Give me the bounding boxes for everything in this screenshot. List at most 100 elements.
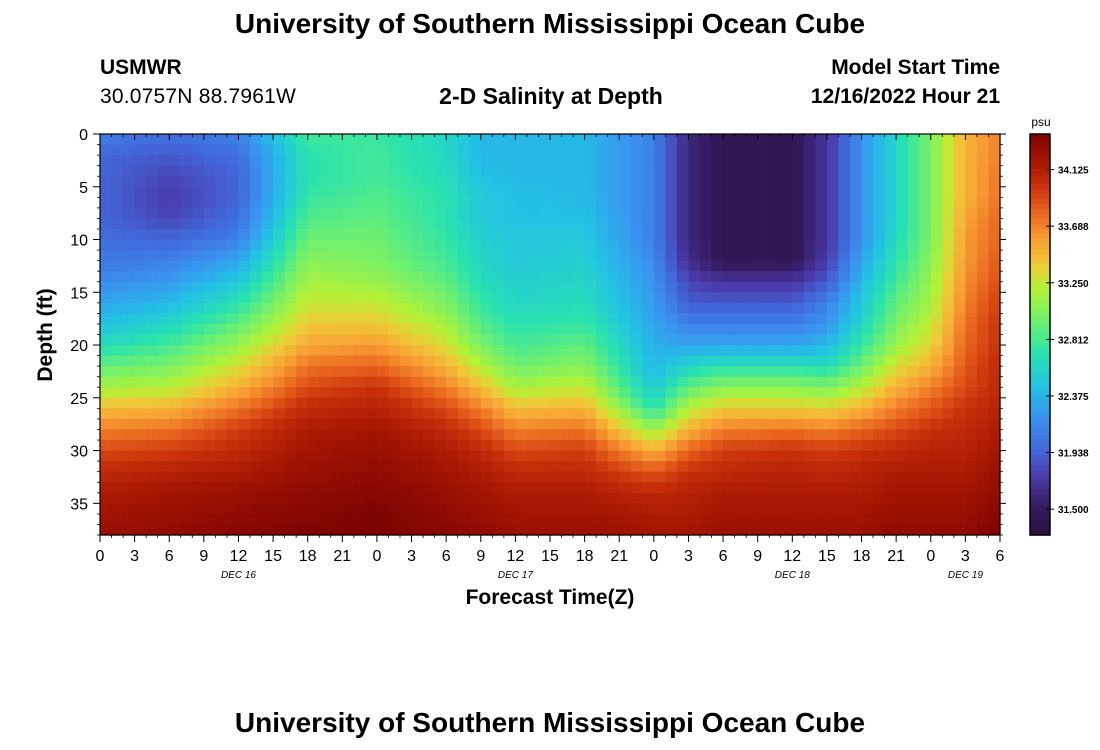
heatmap-cell	[238, 323, 251, 336]
heatmap-cell	[619, 228, 632, 241]
heatmap-cell	[307, 239, 320, 251]
heatmap-cell	[838, 176, 851, 188]
heatmap-cell	[330, 397, 343, 409]
heatmap-cell	[665, 134, 678, 146]
heatmap-cell	[146, 355, 159, 367]
heatmap-cell	[919, 513, 932, 526]
heatmap-cell	[180, 313, 193, 325]
heatmap-cell	[411, 260, 424, 272]
heatmap-cell	[584, 366, 597, 378]
heatmap-cell	[111, 260, 124, 272]
heatmap-cell	[873, 197, 886, 209]
heatmap-cell	[838, 260, 851, 272]
heatmap-cell	[330, 345, 343, 357]
heatmap-cell	[734, 408, 747, 420]
heatmap-cell	[734, 471, 747, 483]
heatmap-cell	[769, 524, 782, 536]
heatmap-cell	[400, 144, 413, 156]
heatmap-cell	[584, 250, 597, 262]
heatmap-cell	[688, 471, 701, 483]
heatmap-cell	[134, 334, 147, 346]
heatmap-cell	[850, 271, 863, 283]
heatmap-cell	[538, 408, 551, 420]
heatmap-cell	[619, 218, 632, 230]
heatmap-cell	[723, 281, 736, 293]
heatmap-cell	[480, 281, 493, 293]
heatmap-cell	[630, 524, 643, 536]
heatmap-cell	[826, 397, 840, 409]
heatmap-cell	[688, 366, 701, 378]
x-tick-label: 18	[299, 548, 317, 565]
heatmap-cell	[503, 492, 516, 504]
heatmap-cell	[146, 376, 159, 388]
heatmap-cell	[192, 429, 205, 441]
heatmap-cell	[561, 260, 574, 272]
heatmap-cell	[284, 482, 297, 494]
heatmap-cell	[111, 345, 124, 357]
heatmap-cell	[319, 176, 332, 188]
heatmap-cell	[838, 281, 851, 293]
heatmap-cell	[896, 239, 909, 251]
heatmap-cell	[342, 482, 355, 494]
heatmap-cell	[850, 323, 863, 336]
heatmap-cell	[446, 186, 459, 198]
heatmap-cell	[596, 134, 609, 146]
heatmap-cell	[123, 155, 136, 167]
heatmap-cell	[746, 334, 759, 346]
heatmap-cell	[100, 302, 113, 314]
heatmap-cell	[619, 260, 632, 272]
heatmap-cell	[503, 228, 516, 241]
heatmap-cell	[665, 313, 678, 325]
heatmap-cell	[896, 440, 909, 452]
heatmap-cell	[861, 450, 874, 462]
heatmap-cell	[226, 461, 240, 473]
heatmap-cell	[619, 313, 632, 325]
heatmap-cell	[169, 186, 182, 198]
heatmap-cell	[746, 471, 759, 483]
heatmap-cell	[411, 323, 424, 336]
heatmap-cell	[503, 165, 516, 177]
heatmap-cell	[226, 376, 240, 388]
heatmap-cell	[550, 134, 563, 146]
heatmap-cell	[250, 429, 263, 441]
heatmap-cell	[873, 387, 886, 399]
heatmap-cell	[896, 461, 909, 473]
heatmap-cell	[526, 292, 540, 304]
heatmap-cell	[953, 197, 966, 209]
heatmap-cell	[988, 144, 1001, 156]
heatmap-cell	[434, 155, 447, 167]
heatmap-cell	[388, 186, 401, 198]
heatmap-cell	[919, 503, 932, 515]
heatmap-cell	[169, 228, 182, 241]
heatmap-cell	[988, 418, 1001, 431]
heatmap-cell	[780, 250, 793, 262]
heatmap-cell	[642, 134, 655, 146]
heatmap-cell	[642, 197, 655, 209]
heatmap-cell	[492, 387, 505, 399]
heatmap-cell	[826, 513, 840, 526]
heatmap-cell	[619, 271, 632, 283]
heatmap-cell	[561, 250, 574, 262]
heatmap-cell	[411, 524, 424, 536]
heatmap-cell	[226, 228, 240, 241]
heatmap-cell	[492, 207, 505, 220]
heatmap-cell	[111, 450, 124, 462]
heatmap-cell	[723, 260, 736, 272]
heatmap-cell	[111, 366, 124, 378]
colorbar-segment	[1030, 214, 1050, 220]
colorbar-segment	[1030, 229, 1050, 235]
heatmap-cell	[492, 397, 505, 409]
heatmap-cell	[826, 461, 840, 473]
heatmap-cell	[134, 471, 147, 483]
heatmap-cell	[850, 513, 863, 526]
heatmap-cell	[988, 165, 1001, 177]
heatmap-cell	[619, 513, 632, 526]
heatmap-cell	[330, 429, 343, 441]
heatmap-cell	[238, 440, 251, 452]
heatmap-cell	[538, 186, 551, 198]
heatmap-cell	[434, 250, 447, 262]
heatmap-cell	[250, 250, 263, 262]
heatmap-cell	[238, 429, 251, 441]
heatmap-cell	[307, 450, 320, 462]
heatmap-cell	[388, 387, 401, 399]
